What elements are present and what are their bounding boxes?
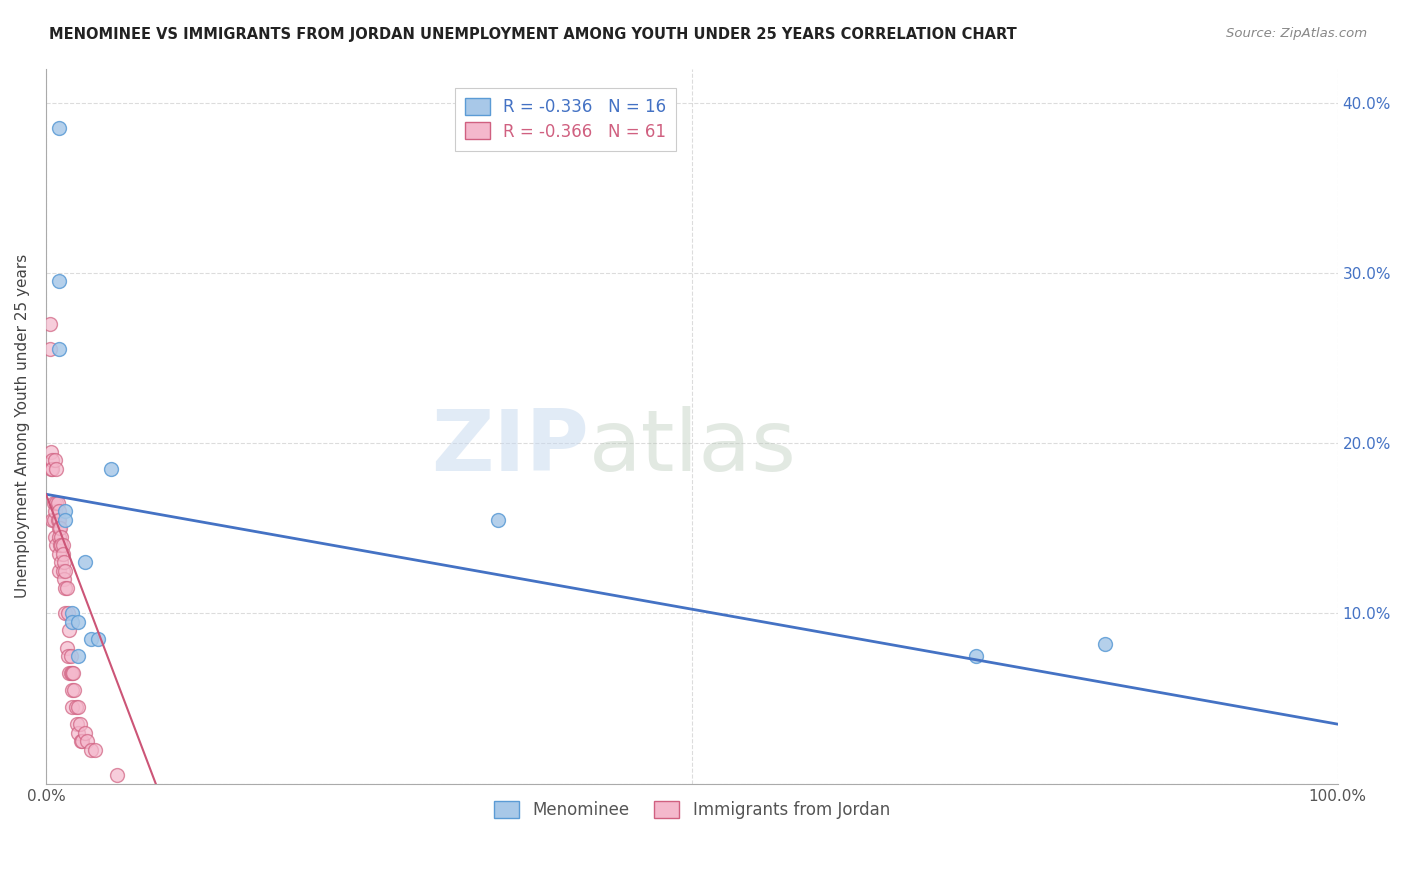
Y-axis label: Unemployment Among Youth under 25 years: Unemployment Among Youth under 25 years: [15, 254, 30, 599]
Point: [62, 666, 84, 681]
Point: [41, 513, 63, 527]
Point: [39, 444, 62, 458]
Point: [53, 564, 76, 578]
Point: [45, 538, 67, 552]
Point: [66, 717, 89, 731]
Point: [51, 538, 73, 552]
Point: [45, 461, 67, 475]
Point: [48, 547, 70, 561]
Point: [56, 607, 79, 621]
Point: [51, 555, 73, 569]
Point: [41, 453, 63, 467]
Point: [51, 530, 73, 544]
Point: [44, 530, 66, 544]
Point: [42, 496, 65, 510]
Point: [58, 666, 80, 681]
Point: [63, 683, 86, 698]
Point: [41, 461, 63, 475]
Point: [53, 573, 76, 587]
Point: [80, 632, 103, 646]
Point: [486, 513, 509, 527]
Point: [49, 538, 72, 552]
Point: [52, 547, 75, 561]
Point: [86, 632, 108, 646]
Point: [48, 121, 70, 136]
Point: [53, 555, 76, 569]
Point: [48, 564, 70, 578]
Point: [55, 581, 77, 595]
Point: [60, 666, 83, 681]
Point: [44, 453, 66, 467]
Point: [70, 734, 93, 748]
Point: [44, 504, 66, 518]
Point: [38, 343, 60, 357]
Point: [52, 538, 75, 552]
Point: [46, 496, 69, 510]
Point: [48, 274, 70, 288]
Point: [65, 700, 87, 714]
Text: atlas: atlas: [589, 406, 796, 489]
Point: [38, 317, 60, 331]
Point: [45, 496, 67, 510]
Point: [53, 513, 76, 527]
Point: [70, 734, 93, 748]
Legend: Menominee, Immigrants from Jordan: Menominee, Immigrants from Jordan: [486, 794, 897, 825]
Point: [39, 461, 62, 475]
Point: [1094, 637, 1116, 651]
Point: [80, 742, 103, 756]
Point: [55, 640, 77, 655]
Point: [100, 461, 122, 475]
Point: [59, 666, 82, 681]
Point: [48, 343, 70, 357]
Point: [46, 513, 69, 527]
Point: [60, 615, 83, 629]
Point: [67, 700, 90, 714]
Point: [67, 725, 90, 739]
Text: Source: ZipAtlas.com: Source: ZipAtlas.com: [1226, 27, 1367, 40]
Point: [60, 700, 83, 714]
Point: [53, 607, 76, 621]
Text: MENOMINEE VS IMMIGRANTS FROM JORDAN UNEMPLOYMENT AMONG YOUTH UNDER 25 YEARS CORR: MENOMINEE VS IMMIGRANTS FROM JORDAN UNEM…: [49, 27, 1017, 42]
Point: [60, 683, 83, 698]
Point: [48, 504, 70, 518]
Point: [73, 725, 96, 739]
Point: [42, 513, 65, 527]
Point: [67, 648, 90, 663]
Point: [59, 648, 82, 663]
Point: [48, 521, 70, 535]
Text: ZIP: ZIP: [430, 406, 589, 489]
Point: [73, 555, 96, 569]
Point: [49, 521, 72, 535]
Point: [84, 742, 107, 756]
Point: [53, 504, 76, 518]
Point: [60, 607, 83, 621]
Point: [48, 530, 70, 544]
Point: [58, 624, 80, 638]
Point: [76, 734, 98, 748]
Point: [52, 564, 75, 578]
Point: [56, 648, 79, 663]
Point: [105, 768, 128, 782]
Point: [965, 648, 987, 663]
Point: [48, 513, 70, 527]
Point: [67, 615, 90, 629]
Point: [69, 717, 91, 731]
Point: [53, 581, 76, 595]
